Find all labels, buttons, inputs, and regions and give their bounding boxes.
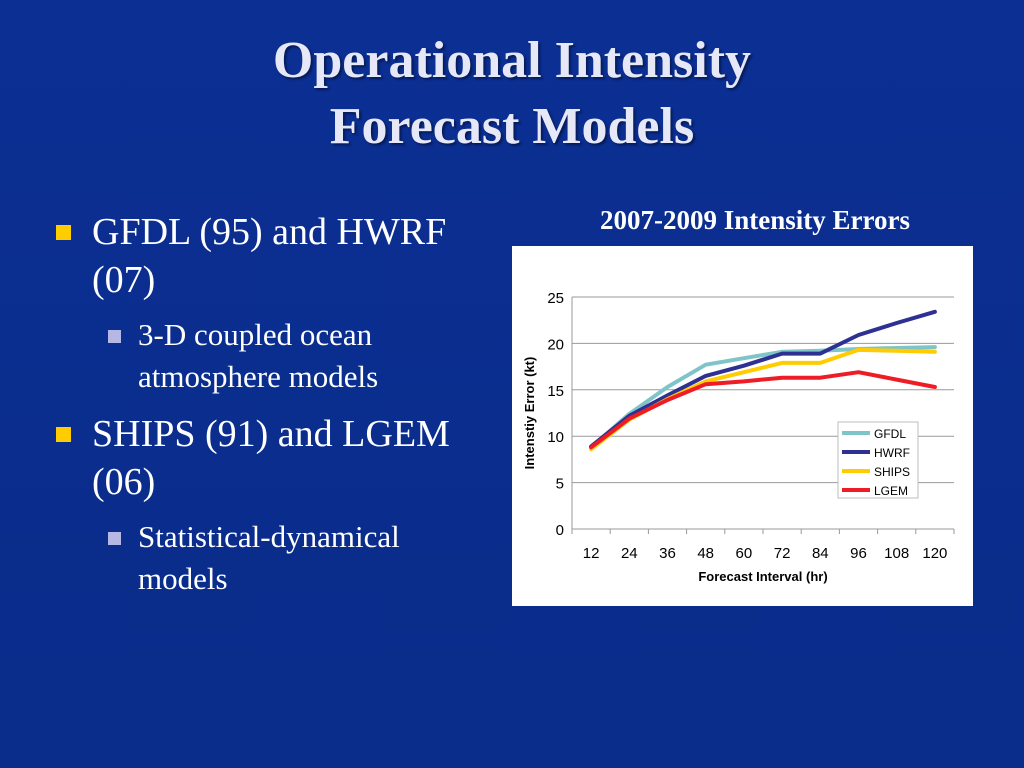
x-tick-label: 120 xyxy=(922,545,947,562)
series-line-lgem xyxy=(589,370,937,450)
x-tick-label: 36 xyxy=(659,545,676,562)
bullet-text: GFDL (95) and HWRF (07) xyxy=(92,211,447,301)
y-tick-label: 5 xyxy=(556,476,564,493)
sub-bullet-square-icon xyxy=(108,330,121,343)
chart-panel: 0 5 10 15 20 25 12 24 36 48 60 72 84 96 108 120 Forecast… xyxy=(512,246,973,606)
bullet-item: GFDL (95) and HWRF (07) xyxy=(52,208,482,304)
y-tick-label: 10 xyxy=(547,429,564,446)
bullet-text: SHIPS (91) and LGEM (06) xyxy=(92,413,450,503)
x-axis-label: Forecast Interval (hr) xyxy=(698,569,827,584)
bullet-square-icon xyxy=(56,225,71,240)
slide-title-line-2: Forecast Models xyxy=(329,98,695,155)
legend-label: LGEM xyxy=(874,484,908,498)
x-tick-label: 24 xyxy=(621,545,638,562)
legend-box xyxy=(837,421,919,499)
y-tick-label: 0 xyxy=(556,522,564,539)
chart-title: 2007-2009 Intensity Errors xyxy=(600,205,910,235)
bullet-item: SHIPS (91) and LGEM (06) xyxy=(52,410,482,506)
y-tick-label: 20 xyxy=(547,336,564,353)
legend-label: HWRF xyxy=(874,446,910,460)
x-tick-label: 72 xyxy=(774,545,791,562)
line-chart: 0 5 10 15 20 25 12 24 36 48 60 72 84 96 108 120 Forecast… xyxy=(522,290,955,584)
sub-bullet-item: Statistical-dynamical models xyxy=(52,516,482,600)
slide-title-line-1: Operational Intensity xyxy=(272,32,752,89)
series-line-hwrf xyxy=(589,309,937,449)
x-tick-label: 84 xyxy=(812,545,829,562)
y-tick-label: 15 xyxy=(547,383,564,400)
sub-bullet-text: 3-D coupled ocean atmosphere models xyxy=(138,317,379,394)
bullet-list: GFDL (95) and HWRF (07) 3-D coupled ocea… xyxy=(52,208,482,612)
x-tick-label: 12 xyxy=(583,545,600,562)
slide-title: Operational Intensity Forecast Models xyxy=(0,28,1024,160)
x-tick-label: 60 xyxy=(736,545,753,562)
sub-bullet-item: 3-D coupled ocean atmosphere models xyxy=(52,314,482,398)
x-tick-label: 96 xyxy=(850,545,867,562)
sub-bullet-square-icon xyxy=(108,532,121,545)
legend-label: GFDL xyxy=(874,427,906,441)
y-axis-label: Intenstiy Error (kt) xyxy=(522,357,537,470)
sub-bullet-text: Statistical-dynamical models xyxy=(138,519,400,596)
bullet-square-icon xyxy=(56,427,71,442)
x-tick-label: 108 xyxy=(884,545,909,562)
legend-label: SHIPS xyxy=(874,465,910,479)
y-tick-label: 25 xyxy=(547,290,564,307)
x-tick-label: 48 xyxy=(697,545,714,562)
